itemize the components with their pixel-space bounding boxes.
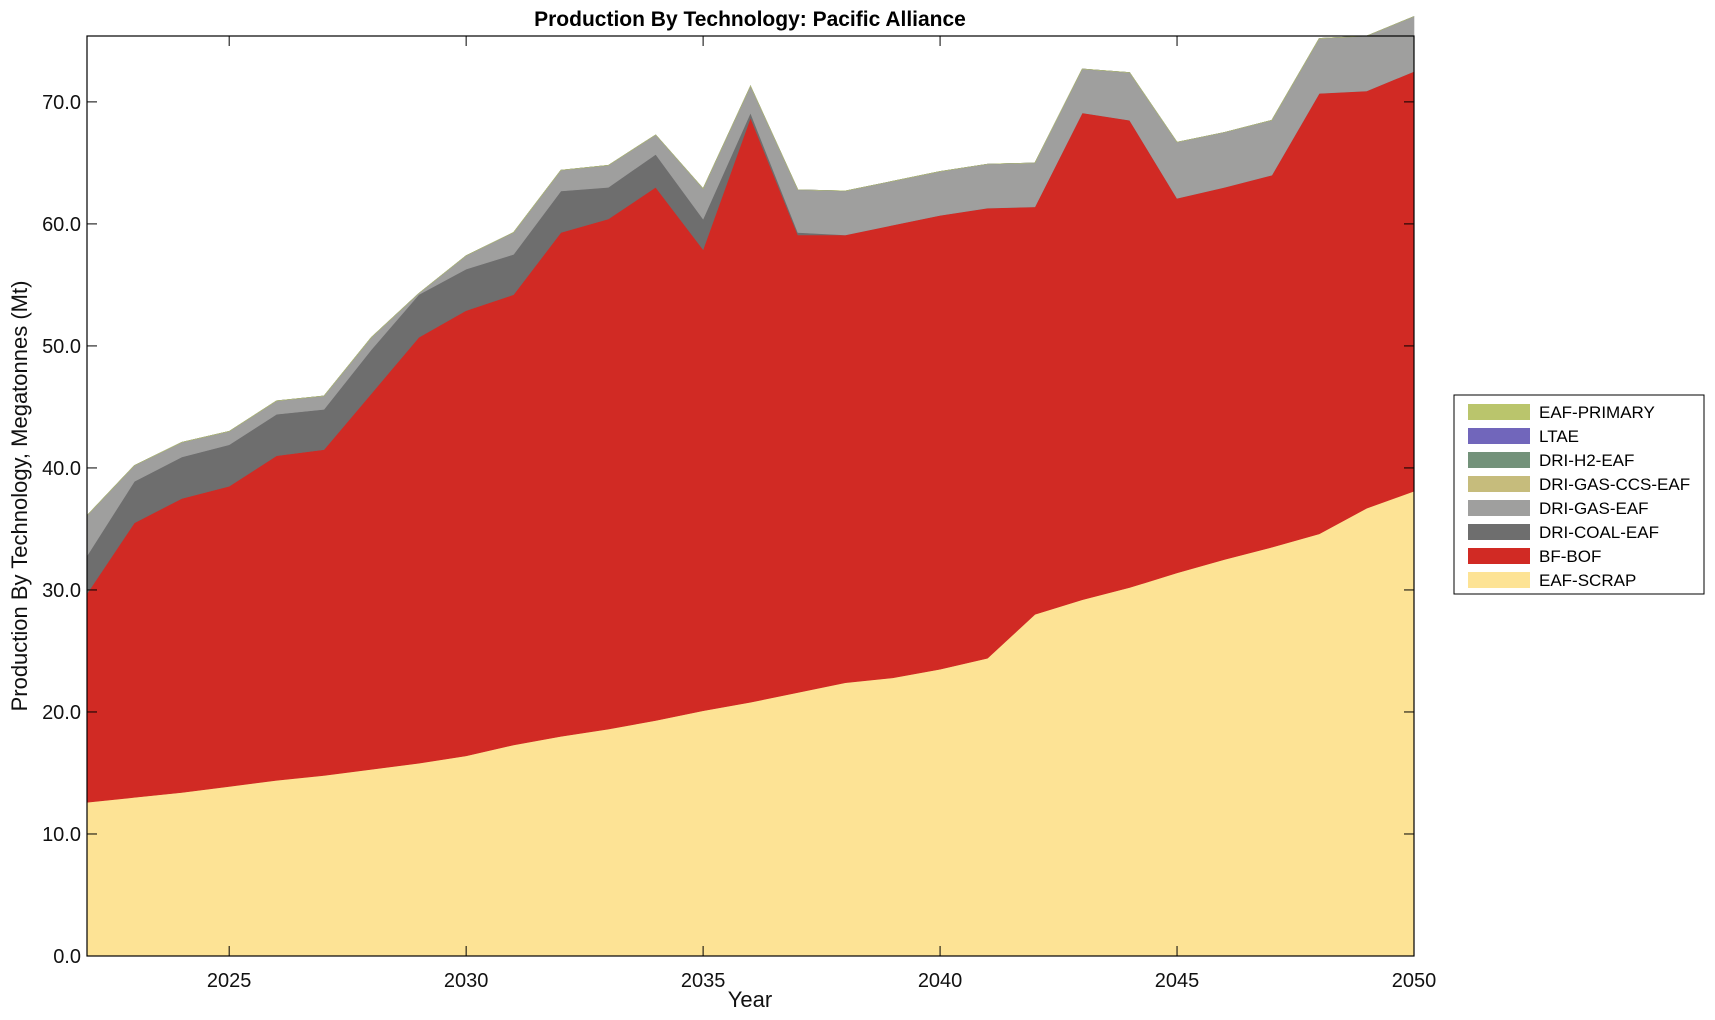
y-tick-labels: 0.0 10.0 20.0 30.0 40.0 50.0 60.0 70.0: [42, 92, 81, 968]
y-tick-label: 40.0: [42, 458, 81, 480]
y-tick-label: 0.0: [53, 946, 81, 968]
y-tick-label: 20.0: [42, 702, 81, 724]
y-tick-label: 10.0: [42, 824, 81, 846]
y-tick-label: 70.0: [42, 92, 81, 114]
legend-swatch-eaf-scrap: [1468, 572, 1530, 588]
legend-swatch-eaf-primary: [1468, 404, 1530, 420]
legend: EAF-PRIMARY LTAE DRI-H2-EAF DRI-GAS-CCS-EAF…: [1453, 394, 1705, 595]
x-tick-labels: 2025 2030 2035 2040 2045 2050: [207, 970, 1436, 992]
x-tick-label: 2025: [207, 970, 252, 992]
x-tick-label: 2030: [444, 970, 489, 992]
legend-label-bf-bof: BF-BOF: [1539, 547, 1601, 566]
chart-title: Production By Technology: Pacific Allian…: [534, 8, 966, 31]
y-tick-label: 60.0: [42, 214, 81, 236]
legend-label-eaf-primary: EAF-PRIMARY: [1539, 403, 1655, 422]
legend-swatch-dri-gas-eaf: [1468, 500, 1530, 516]
y-tick-label: 30.0: [42, 580, 81, 602]
legend-label-dri-gas-eaf: DRI-GAS-EAF: [1539, 499, 1649, 518]
legend-swatch-dri-gas-ccs-eaf: [1468, 476, 1530, 492]
legend-swatch-dri-h2-eaf: [1468, 452, 1530, 468]
x-tick-label: 2035: [681, 970, 726, 992]
legend-label-dri-gas-ccs-eaf: DRI-GAS-CCS-EAF: [1539, 475, 1690, 494]
area-eaf-primary: [86, 16, 1415, 516]
legend-items: EAF-PRIMARY LTAE DRI-H2-EAF DRI-GAS-CCS-EAF…: [1468, 403, 1690, 590]
area-series-group: [86, 16, 1415, 957]
x-axis-title: Year: [728, 987, 772, 1012]
y-axis-title: Production By Technology, Megatonnes (Mt…: [7, 281, 32, 712]
legend-label-eaf-scrap: EAF-SCRAP: [1539, 571, 1636, 590]
legend-label-dri-coal-eaf: DRI-COAL-EAF: [1539, 523, 1659, 542]
legend-swatch-bf-bof: [1468, 548, 1530, 564]
x-tick-label: 2040: [918, 970, 963, 992]
plot-frame: [86, 35, 1415, 957]
legend-label-dri-h2-eaf: DRI-H2-EAF: [1539, 451, 1634, 470]
legend-label-ltae: LTAE: [1539, 427, 1579, 446]
y-tick-label: 50.0: [42, 336, 81, 358]
legend-swatch-dri-coal-eaf: [1468, 524, 1530, 540]
x-tick-label: 2045: [1155, 970, 1200, 992]
x-tick-label: 2050: [1392, 970, 1437, 992]
legend-swatch-ltae: [1468, 428, 1530, 444]
